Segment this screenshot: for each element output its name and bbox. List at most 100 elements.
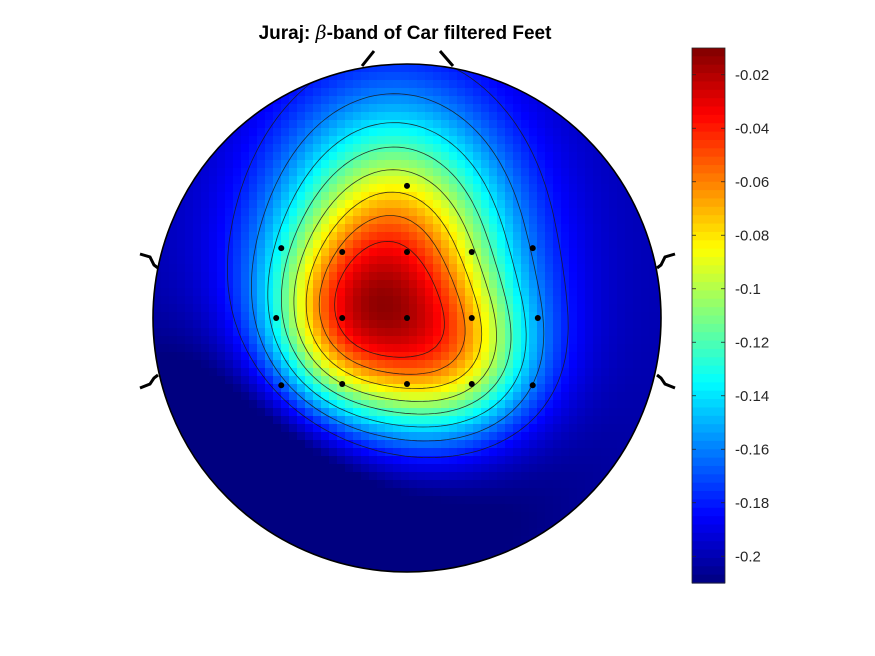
heatmap-cell bbox=[497, 208, 506, 217]
heatmap-cell bbox=[265, 256, 274, 265]
heatmap-cell bbox=[201, 224, 210, 233]
heatmap-cell bbox=[273, 376, 282, 385]
heatmap-cell bbox=[561, 472, 570, 481]
heatmap-cell bbox=[305, 536, 314, 545]
heatmap-cell bbox=[353, 384, 362, 393]
heatmap-cell bbox=[473, 248, 482, 257]
heatmap-cell bbox=[577, 304, 586, 313]
heatmap-cell bbox=[209, 328, 218, 337]
heatmap-cell bbox=[297, 552, 306, 561]
heatmap-cell bbox=[297, 408, 306, 417]
heatmap-cell bbox=[209, 192, 218, 201]
heatmap-cell bbox=[241, 264, 250, 273]
heatmap-cell bbox=[249, 152, 258, 161]
heatmap-cell bbox=[241, 272, 250, 281]
heatmap-cell bbox=[561, 400, 570, 409]
heatmap-cell bbox=[241, 408, 250, 417]
heatmap-cell bbox=[377, 504, 386, 513]
heatmap-cell bbox=[593, 392, 602, 401]
heatmap-cell bbox=[313, 176, 322, 185]
heatmap-cell bbox=[505, 184, 514, 193]
heatmap-cell bbox=[489, 264, 498, 273]
heatmap-cell bbox=[601, 280, 610, 289]
heatmap-cell bbox=[537, 200, 546, 209]
heatmap-cell bbox=[521, 496, 530, 505]
heatmap-cell bbox=[209, 280, 218, 289]
heatmap-cell bbox=[537, 400, 546, 409]
heatmap-cell bbox=[561, 392, 570, 401]
heatmap-cell bbox=[505, 480, 514, 489]
heatmap-cell bbox=[377, 160, 386, 169]
heatmap-cell bbox=[313, 432, 322, 441]
heatmap-cell bbox=[313, 392, 322, 401]
heatmap-cell bbox=[225, 152, 234, 161]
heatmap-cell bbox=[369, 320, 378, 329]
heatmap-cell bbox=[241, 288, 250, 297]
heatmap-cell bbox=[281, 488, 290, 497]
colorbar-segment bbox=[692, 139, 725, 149]
heatmap-cell bbox=[473, 448, 482, 457]
heatmap-cell bbox=[337, 80, 346, 89]
heatmap-cell bbox=[481, 200, 490, 209]
heatmap-cell bbox=[457, 248, 466, 257]
heatmap-cell bbox=[553, 408, 562, 417]
heatmap-cell bbox=[193, 320, 202, 329]
heatmap-cell bbox=[497, 504, 506, 513]
heatmap-cell bbox=[633, 400, 642, 409]
heatmap-cell bbox=[177, 184, 186, 193]
colorbar-segment bbox=[692, 407, 725, 417]
heatmap-cell bbox=[593, 360, 602, 369]
heatmap-cell bbox=[313, 296, 322, 305]
heatmap-cell bbox=[297, 240, 306, 249]
heatmap-cell bbox=[457, 216, 466, 225]
heatmap-cell bbox=[505, 216, 514, 225]
heatmap-cell bbox=[169, 256, 178, 265]
heatmap-cell bbox=[577, 208, 586, 217]
heatmap-cell bbox=[217, 216, 226, 225]
heatmap-cell bbox=[353, 496, 362, 505]
heatmap-cell bbox=[449, 312, 458, 321]
heatmap-cell bbox=[465, 568, 474, 572]
heatmap-cell bbox=[273, 216, 282, 225]
heatmap-cell bbox=[305, 176, 314, 185]
heatmap-cell bbox=[513, 96, 522, 105]
heatmap-cell bbox=[609, 216, 618, 225]
heatmap-cell bbox=[457, 360, 466, 369]
heatmap-cell bbox=[465, 152, 474, 161]
heatmap-cell bbox=[321, 232, 330, 241]
heatmap-cell bbox=[281, 472, 290, 481]
heatmap-cell bbox=[473, 392, 482, 401]
heatmap-cell bbox=[593, 320, 602, 329]
heatmap-cell bbox=[433, 104, 442, 113]
heatmap-cell bbox=[289, 536, 298, 545]
heatmap-cell bbox=[449, 136, 458, 145]
heatmap-cell bbox=[337, 480, 346, 489]
heatmap-cell bbox=[425, 464, 434, 473]
heatmap-cell bbox=[297, 352, 306, 361]
heatmap-cell bbox=[401, 440, 410, 449]
heatmap-cell bbox=[601, 240, 610, 249]
heatmap-cell bbox=[513, 496, 522, 505]
heatmap-cell bbox=[353, 128, 362, 137]
heatmap-cell bbox=[241, 128, 250, 137]
heatmap-cell bbox=[593, 248, 602, 257]
heatmap-cell bbox=[305, 544, 314, 553]
heatmap-cell bbox=[225, 432, 234, 441]
heatmap-cell bbox=[345, 504, 354, 513]
heatmap-cell bbox=[281, 392, 290, 401]
heatmap-cell bbox=[409, 200, 418, 209]
heatmap-cell bbox=[193, 344, 202, 353]
heatmap-cell bbox=[249, 512, 258, 521]
heatmap-cell bbox=[537, 416, 546, 425]
colorbar-segment bbox=[692, 81, 725, 91]
heatmap-cell bbox=[281, 456, 290, 465]
heatmap-cell bbox=[457, 552, 466, 561]
heatmap-cell bbox=[281, 440, 290, 449]
heatmap-cell bbox=[609, 448, 618, 457]
heatmap-cell bbox=[609, 288, 618, 297]
heatmap-cell bbox=[401, 128, 410, 137]
heatmap-cell bbox=[161, 384, 170, 393]
heatmap-cell bbox=[449, 520, 458, 529]
heatmap-cell bbox=[273, 448, 282, 457]
heatmap-cell bbox=[529, 400, 538, 409]
